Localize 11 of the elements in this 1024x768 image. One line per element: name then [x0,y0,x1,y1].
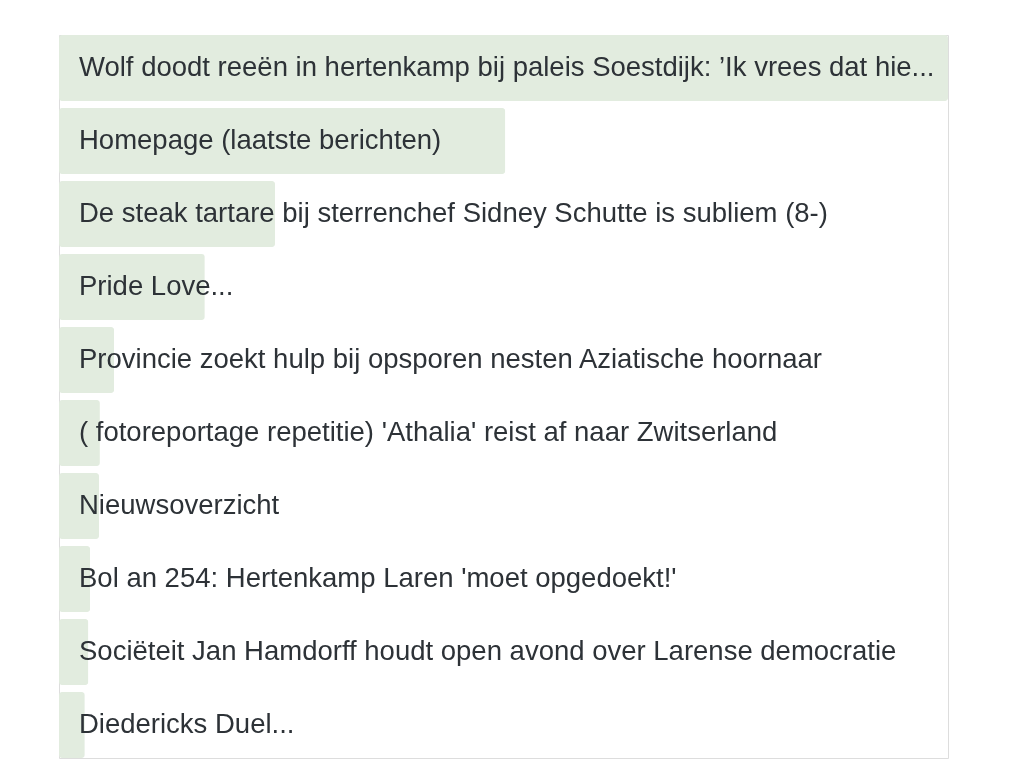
y-tick-label: ( fotoreportage repetitie) 'Athalia' reist af naar Zwitserland [79,416,778,447]
y-tick-label: Bol an 254: Hertenkamp Laren 'moet opgedoekt!' [79,562,677,593]
y-tick-label: Pride Love... [79,270,234,301]
y-tick-label: Sociëteit Jan Hamdorff houdt open avond over Larense democratie [79,635,897,666]
y-tick-label: Diedericks Duel... [79,708,295,739]
y-tick-label: Provincie zoekt hulp bij opsporen nesten Aziatische hoornaar [79,343,822,374]
y-tick-label: Wolf doodt reeën in hertenkamp bij paleis Soestdijk: ’Ik vrees dat hie... [79,51,935,82]
bar [59,108,506,174]
y-tick-label: De steak tartare bij sterrenchef Sidney Schutte is subliem (8-) [79,197,828,228]
y-tick-label: Nieuwsoverzicht [79,489,280,520]
y-tick-label: Homepage (laatste berichten) [79,124,442,155]
